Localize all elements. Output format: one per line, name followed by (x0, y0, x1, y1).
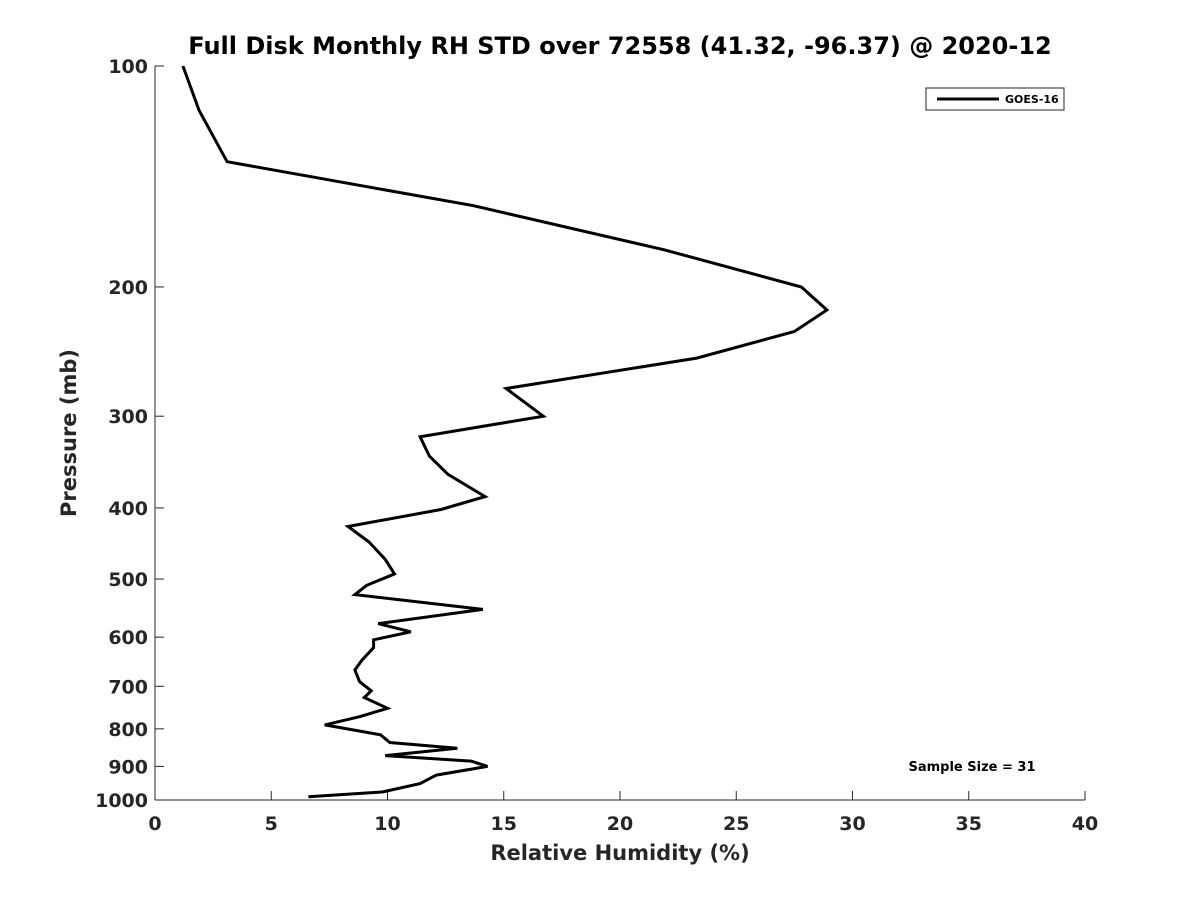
x-tick-label-10: 10 (374, 813, 400, 835)
y-tick-label-800: 800 (108, 719, 148, 741)
y-tick-label-600: 600 (108, 627, 148, 649)
x-axis-label: Relative Humidity (%) (490, 841, 749, 865)
series-group (181, 65, 830, 799)
y-tick-label-200: 200 (108, 277, 148, 299)
x-tick-label-20: 20 (607, 813, 633, 835)
y-tick-label-400: 400 (108, 498, 148, 520)
legend-entry-goes-16: GOES-16 (1005, 93, 1059, 106)
x-tick-label-25: 25 (723, 813, 749, 835)
x-tick-label-30: 30 (839, 813, 865, 835)
y-tick-label-500: 500 (108, 569, 148, 591)
y-tick-label-1000: 1000 (95, 790, 148, 812)
x-tick-label-5: 5 (265, 813, 278, 835)
sample-size-annotation: Sample Size = 31 (908, 760, 1035, 775)
x-tick-label-15: 15 (491, 813, 517, 835)
axes: 0 5 10 15 20 25 30 35 40 100 200 300 400 500 600 700 80… (95, 56, 1098, 835)
y-axis-label: Pressure (mb) (57, 349, 81, 517)
y-axis-ticks: 100 200 300 400 500 600 700 800 900 1000 (95, 56, 164, 812)
x-tick-label-40: 40 (1072, 813, 1098, 835)
legend: GOES-16 (925, 87, 1065, 111)
x-tick-label-0: 0 (148, 813, 161, 835)
series-line-goes-16 (181, 65, 830, 799)
y-tick-label-900: 900 (108, 756, 148, 778)
y-tick-label-300: 300 (108, 406, 148, 428)
y-tick-label-100: 100 (108, 56, 148, 78)
y-tick-label-700: 700 (108, 676, 148, 698)
x-axis-ticks: 0 5 10 15 20 25 30 35 40 (148, 791, 1098, 835)
chart-title: Full Disk Monthly RH STD over 72558 (41.… (188, 32, 1051, 60)
x-tick-label-35: 35 (956, 813, 982, 835)
